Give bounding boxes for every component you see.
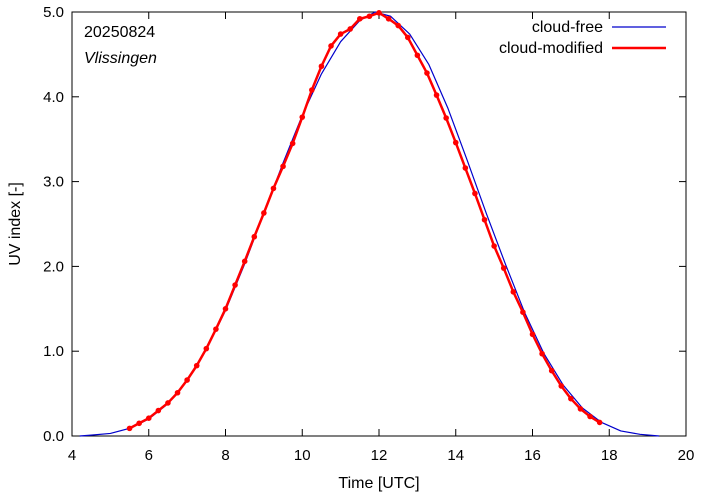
y-tick-label: 0.0 xyxy=(43,428,64,445)
data-point-cloud-modified xyxy=(337,31,344,37)
data-point-cloud-modified xyxy=(270,185,277,192)
legend-label-cloud-modified: cloud-modified xyxy=(499,40,603,57)
data-point-cloud-modified xyxy=(587,413,593,420)
data-point-cloud-modified xyxy=(357,15,363,22)
data-point-cloud-modified xyxy=(414,52,421,59)
data-point-cloud-modified xyxy=(452,139,459,146)
data-point-cloud-modified xyxy=(155,407,162,414)
series-line-cloud-free xyxy=(79,11,660,437)
data-point-cloud-modified xyxy=(462,165,469,171)
x-tick-label: 14 xyxy=(447,447,464,464)
x-axis-label: Time [UTC] xyxy=(338,475,419,492)
data-point-cloud-modified xyxy=(232,282,238,288)
x-tick-label: 10 xyxy=(294,447,311,464)
data-point-cloud-modified xyxy=(328,43,334,49)
station-annotation: Vlissingen xyxy=(84,50,157,67)
x-tick-label: 18 xyxy=(601,447,618,464)
data-point-cloud-modified xyxy=(213,326,219,332)
data-point-cloud-modified xyxy=(376,10,382,16)
data-point-cloud-modified xyxy=(395,22,401,29)
data-point-cloud-modified xyxy=(126,425,133,432)
data-point-cloud-modified xyxy=(280,163,286,170)
series-line-cloud-modified xyxy=(128,11,601,430)
data-point-cloud-modified xyxy=(184,377,190,383)
axis-ticks: 4 6 8 10 12 14 16 18 20 0.0 1.0 2.0 3.0 4.0 5.0 xyxy=(43,4,694,464)
x-tick-label: 20 xyxy=(678,447,695,464)
data-point-cloud-modified xyxy=(222,306,229,312)
data-point-cloud-modified xyxy=(424,70,430,76)
y-tick-label: 5.0 xyxy=(43,4,64,21)
y-tick-label: 1.0 xyxy=(43,343,64,360)
x-tick-label: 12 xyxy=(371,447,388,464)
data-point-cloud-modified xyxy=(203,345,210,352)
data-point-cloud-modified xyxy=(404,34,411,41)
data-point-cloud-modified xyxy=(385,15,392,22)
series-layer xyxy=(79,10,660,437)
data-point-cloud-modified xyxy=(366,13,373,20)
data-point-cloud-modified xyxy=(145,415,152,421)
legend-label-cloud-free: cloud-free xyxy=(532,19,603,36)
data-point-cloud-modified xyxy=(241,258,248,265)
data-point-cloud-modified xyxy=(347,26,354,32)
data-point-cloud-modified xyxy=(136,420,142,427)
data-point-cloud-modified xyxy=(261,210,267,216)
data-point-cloud-modified xyxy=(299,114,306,120)
legend: cloud-free cloud-modified xyxy=(499,19,666,57)
y-tick-label: 4.0 xyxy=(43,89,64,106)
y-axis-label: UV index [-] xyxy=(7,182,24,266)
data-point-cloud-modified xyxy=(251,233,258,240)
data-point-cloud-modified xyxy=(472,190,478,197)
data-point-cloud-modified xyxy=(568,395,574,402)
data-point-cloud-modified xyxy=(548,367,555,374)
data-point-cloud-modified xyxy=(433,92,440,98)
plot-frame xyxy=(71,11,687,437)
y-tick-label: 3.0 xyxy=(43,174,64,191)
data-point-cloud-modified xyxy=(558,383,565,389)
data-point-cloud-modified xyxy=(510,289,517,295)
data-point-cloud-modified xyxy=(539,350,545,357)
data-point-cloud-modified xyxy=(596,419,603,426)
data-point-cloud-modified xyxy=(174,389,181,396)
x-tick-label: 8 xyxy=(221,447,229,464)
data-point-cloud-modified xyxy=(481,216,488,223)
data-point-cloud-modified xyxy=(443,115,449,121)
data-point-cloud-modified xyxy=(520,309,526,315)
x-tick-label: 6 xyxy=(145,447,153,464)
x-tick-label: 16 xyxy=(524,447,541,464)
data-point-cloud-modified xyxy=(165,400,171,406)
x-tick-label: 4 xyxy=(68,447,76,464)
data-point-cloud-modified xyxy=(500,265,507,271)
y-tick-label: 2.0 xyxy=(43,258,64,275)
data-point-cloud-modified xyxy=(529,331,536,338)
data-point-cloud-modified xyxy=(491,243,497,249)
date-annotation: 20250824 xyxy=(84,24,155,41)
data-point-cloud-modified xyxy=(577,406,584,412)
data-point-cloud-modified xyxy=(289,140,296,147)
data-point-cloud-modified xyxy=(318,63,325,70)
data-point-cloud-modified xyxy=(309,87,315,93)
data-point-cloud-modified xyxy=(193,362,200,369)
